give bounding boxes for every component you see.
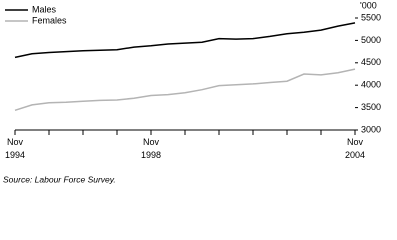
y-tick-label: 4000 [361,80,381,90]
y-tick-label: 5000 [361,35,381,45]
y-tick-label: 3000 [361,124,381,134]
series-line [14,68,356,112]
legend-label: Females [32,15,67,25]
y-unit: '000 [360,0,377,10]
x-tick-label: Nov 1998 [141,137,161,160]
legend-label: Males [32,4,57,14]
series-line [14,22,356,59]
y-tick-label: 3500 [361,102,381,112]
y-tick-label: 4500 [361,57,381,67]
x-tick-label: Nov 1994 [5,137,25,160]
chart: '000 Source: Labour Force Survey. 3000 35… [3,0,381,184]
source-note: Source: Labour Force Survey. [3,174,116,184]
x-tick-label: Nov 2004 [345,137,365,160]
y-tick-label: 5500 [361,12,381,22]
